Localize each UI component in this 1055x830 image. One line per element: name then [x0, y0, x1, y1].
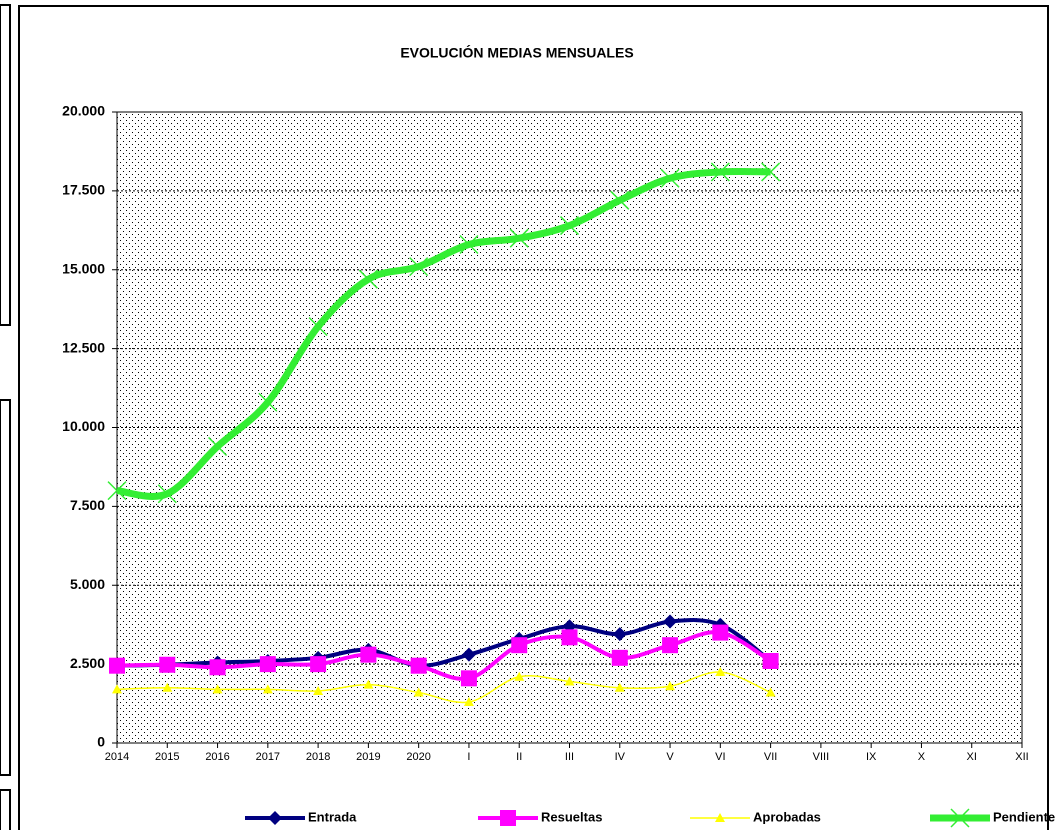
marker — [660, 168, 680, 188]
marker — [308, 317, 328, 337]
marker — [665, 681, 676, 691]
series-line — [116, 671, 771, 704]
marker — [212, 684, 223, 694]
marker — [360, 646, 377, 663]
marker — [208, 436, 228, 456]
marker — [610, 190, 630, 210]
marker — [461, 647, 476, 662]
marker — [262, 684, 273, 694]
marker — [363, 679, 374, 689]
marker — [761, 162, 781, 182]
marker — [358, 269, 378, 289]
side-box — [0, 789, 11, 830]
y-tick-label: 7.500 — [70, 497, 105, 513]
marker — [612, 627, 627, 642]
y-tick-label: 2.500 — [70, 655, 105, 671]
marker — [459, 234, 479, 255]
x-tick-label: IX — [866, 751, 877, 763]
x-tick-label: VI — [715, 751, 725, 763]
x-tick-label: V — [666, 751, 674, 763]
marker — [662, 637, 679, 654]
chart-title: EVOLUCIÓN MEDIAS MENSUALES — [400, 44, 633, 61]
marker — [259, 656, 276, 673]
marker — [159, 656, 176, 673]
side-box — [0, 399, 11, 776]
marker — [715, 813, 725, 822]
marker — [268, 811, 282, 825]
x-tick-label: 2018 — [306, 751, 330, 763]
x-tick-label: 2015 — [155, 751, 179, 763]
legend-label: Entrada — [308, 809, 357, 824]
x-tick-label: VIII — [813, 751, 830, 763]
marker — [107, 481, 127, 501]
marker — [950, 808, 970, 828]
y-tick-label: 15.000 — [62, 260, 105, 276]
legend-label: Resueltas — [541, 809, 602, 824]
marker — [258, 392, 278, 412]
marker — [511, 637, 528, 654]
y-tick-label: 17.500 — [62, 182, 105, 198]
y-tick-label: 0 — [97, 734, 105, 750]
marker — [463, 696, 474, 706]
marker — [109, 657, 125, 674]
marker — [209, 659, 226, 676]
marker — [710, 162, 730, 182]
x-tick-label: 2019 — [356, 751, 380, 763]
marker — [614, 682, 625, 692]
marker — [162, 682, 173, 692]
marker — [313, 685, 324, 695]
x-tick-label: I — [467, 751, 470, 763]
x-tick-label: IV — [615, 751, 626, 763]
marker — [765, 687, 776, 697]
x-tick-label: 2017 — [256, 751, 280, 763]
marker — [413, 687, 424, 697]
y-tick-label: 10.000 — [62, 418, 105, 434]
marker — [561, 629, 578, 646]
marker — [663, 614, 678, 629]
y-tick-label: 5.000 — [70, 576, 105, 592]
marker — [564, 676, 575, 686]
marker — [559, 216, 580, 236]
x-tick-label: VII — [764, 751, 777, 763]
marker — [310, 656, 327, 673]
marker — [762, 652, 779, 669]
marker — [500, 810, 516, 826]
x-tick-label: II — [516, 751, 522, 763]
y-tick-label: 12.500 — [62, 339, 105, 355]
marker — [409, 257, 429, 277]
x-tick-label: XII — [1015, 751, 1028, 763]
side-box — [0, 4, 11, 326]
marker — [509, 228, 529, 248]
legend-label: Aprobadas — [753, 809, 821, 824]
marker — [157, 484, 177, 504]
x-tick-label: 2016 — [205, 751, 229, 763]
x-tick-label: 2020 — [406, 751, 430, 763]
marker — [460, 670, 477, 687]
x-tick-label: X — [918, 751, 926, 763]
y-tick-label: 20.000 — [62, 103, 105, 119]
marker — [112, 684, 122, 694]
marker — [715, 667, 726, 677]
marker — [514, 671, 525, 681]
marker — [611, 649, 628, 666]
x-tick-label: XI — [967, 751, 977, 763]
marker — [712, 624, 729, 641]
legend-label: Pendientes — [993, 809, 1055, 824]
x-tick-label: III — [565, 751, 574, 763]
marker — [410, 657, 427, 674]
x-tick-label: 2014 — [105, 751, 129, 763]
